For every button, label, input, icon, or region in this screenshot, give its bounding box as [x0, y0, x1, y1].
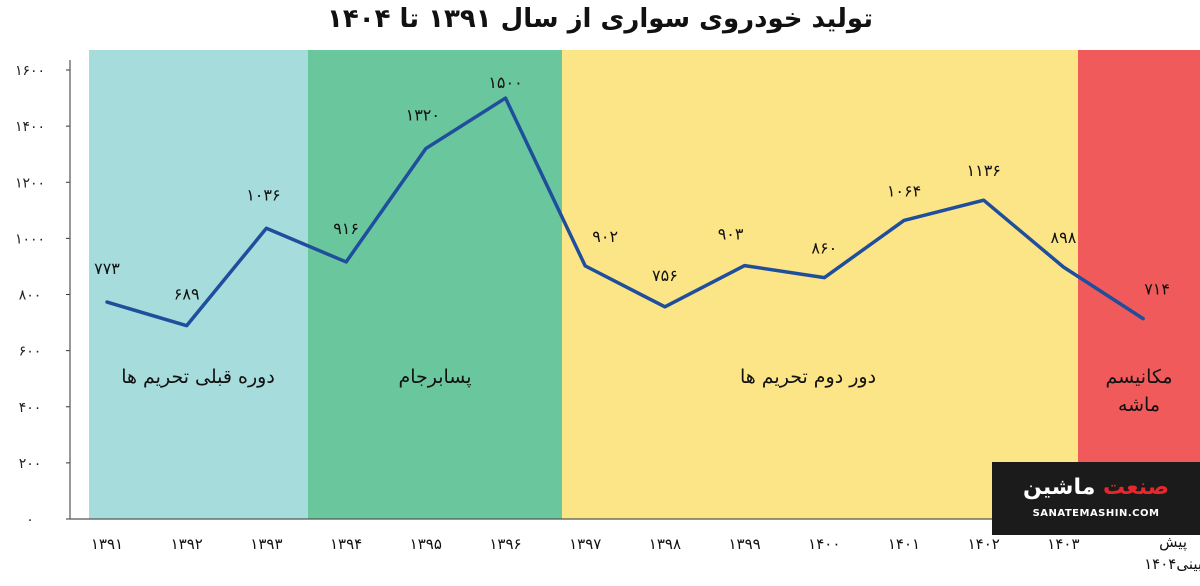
data-label: ۷۷۳	[94, 259, 120, 278]
x-tick-label: ۱۴۰۳	[1047, 535, 1079, 553]
period-band	[89, 50, 308, 519]
x-tick-label: ۱۳۹۳	[250, 535, 282, 553]
data-label: ۹۰۲	[592, 227, 618, 246]
y-tick-label: ۱۲۰۰	[15, 175, 45, 191]
y-tick-label: ۱۰۰۰	[15, 231, 45, 247]
y-tick-label: ۴۰۰	[19, 400, 42, 416]
x-tick-label: ۱۳۹۲	[171, 535, 203, 553]
x-tick-label: ۱۳۹۶	[489, 535, 521, 553]
y-tick-label: ۰	[26, 512, 34, 528]
y-tick-label: ۲۰۰	[19, 456, 42, 472]
x-tick-label: ۱۳۹۵	[410, 535, 442, 553]
data-label: ۸۹۸	[1051, 228, 1077, 247]
data-label: ۱۰۳۶	[246, 185, 280, 204]
x-tick-label: ۱۳۹۹	[728, 535, 760, 553]
data-label: ۶۸۹	[174, 285, 200, 304]
period-label: پسابرجام	[398, 366, 471, 388]
y-tick-label: ۸۰۰	[19, 288, 42, 304]
y-tick-label: ۱۴۰۰	[15, 119, 45, 135]
data-label: ۱۰۶۴	[887, 181, 921, 200]
data-label: ۱۵۰۰	[488, 73, 522, 92]
period-label: مکانیسم	[1105, 366, 1172, 388]
y-tick-label: ۶۰۰	[19, 344, 42, 360]
logo-part2: ماشین	[1023, 475, 1096, 500]
x-tick-label: پیش	[1159, 533, 1187, 552]
period-label: دور دوم تحریم ها	[740, 366, 876, 388]
data-label: ۱۱۳۶	[967, 161, 1001, 180]
x-tick-label: ۱۴۰۲	[968, 535, 1000, 553]
data-label: ۷۵۶	[652, 266, 678, 285]
logo-url: SANATEMASHIN.COM	[1032, 508, 1160, 519]
x-tick-label: ۱۳۹۴	[330, 535, 362, 553]
period-band	[1078, 50, 1200, 519]
sanatemashin-logo: صنعت ماشین SANATEMASHIN.COM	[992, 462, 1200, 535]
x-tick-label: ۱۳۹۷	[569, 535, 601, 553]
x-tick-label: ۱۳۹۸	[649, 535, 681, 553]
data-label: ۹۰۳	[718, 225, 744, 244]
data-label: ۱۳۲۰	[406, 106, 440, 125]
x-tick-label: ۱۳۹۱	[91, 535, 123, 553]
x-tick-label: بینی۱۴۰۴	[1144, 555, 1200, 573]
y-tick-label: ۱۶۰۰	[15, 63, 45, 79]
period-label: ماشه	[1118, 394, 1160, 416]
series-line	[105, 96, 1145, 328]
data-label: ۷۱۴	[1144, 280, 1170, 299]
data-label: ۹۱۶	[333, 219, 359, 238]
logo-part1: صنعت	[1103, 475, 1169, 500]
period-band	[562, 50, 1078, 519]
x-tick-label: ۱۴۰۱	[888, 535, 920, 553]
data-label: ۸۶۰	[811, 239, 837, 258]
period-label: دوره قبلی تحریم ها	[121, 366, 275, 388]
chart-title: تولید خودروی سواری از سال ۱۳۹۱ تا ۱۴۰۴	[326, 4, 873, 34]
x-tick-label: ۱۴۰۰	[808, 535, 840, 553]
